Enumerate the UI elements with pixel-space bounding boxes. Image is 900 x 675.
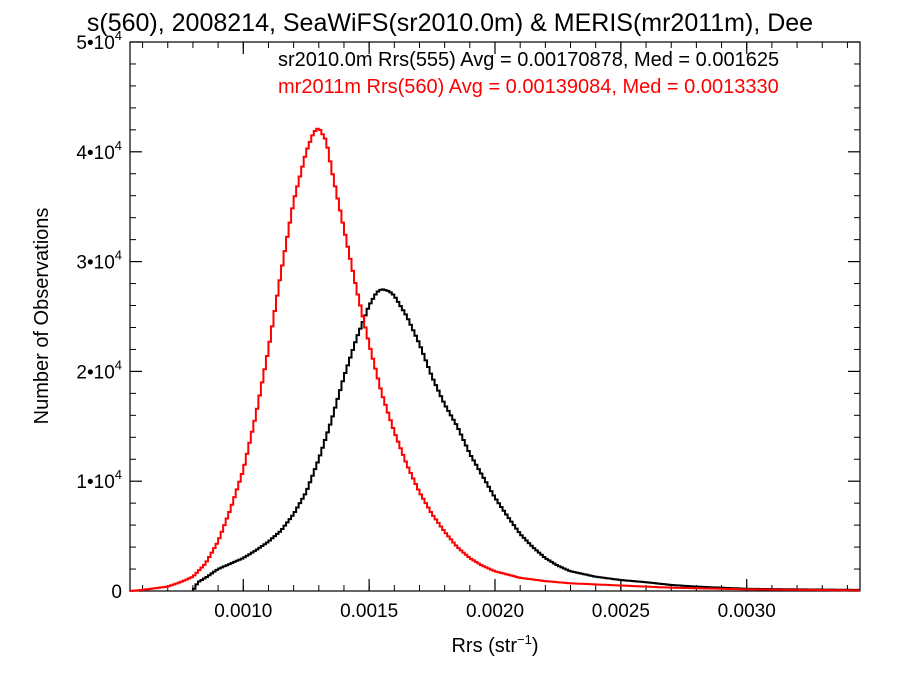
x-tick-label: 0.0015 (340, 601, 398, 622)
y-tick-label: 3•104 (76, 248, 122, 274)
y-tick-label-mantissa: 5•10 (76, 33, 114, 54)
chart-title: s(560), 2008214, SeaWiFS(sr2010.0m) & ME… (87, 9, 813, 37)
x-axis-label-exponent: −1 (517, 632, 532, 647)
y-tick-label-exponent: 4 (115, 248, 122, 263)
y-tick-label: 0 (111, 582, 122, 603)
data-series (129, 127, 860, 592)
y-tick-label-exponent: 4 (115, 357, 122, 372)
x-tick-label: 0.0030 (718, 601, 776, 622)
y-tick-label-mantissa: 3•10 (76, 253, 114, 274)
annotation-0: sr2010.0m Rrs(555) Avg = 0.00170878, Med… (278, 49, 779, 71)
series-line-0 (191, 288, 860, 591)
y-tick-label-exponent: 4 (115, 467, 122, 482)
y-tick-label-mantissa: 4•10 (76, 143, 114, 164)
x-axis-label: Rrs (str−1) (451, 632, 538, 657)
y-tick-label-exponent: 4 (115, 28, 122, 43)
annotation-1: mr2011m Rrs(560) Avg = 0.00139084, Med =… (278, 76, 779, 98)
y-tick-label-exponent: 4 (115, 138, 122, 153)
y-tick-label-mantissa: 0 (111, 582, 122, 603)
y-tick-label: 5•104 (76, 28, 122, 54)
y-axis-label: Number of Observations (31, 208, 53, 425)
series-line-1 (129, 127, 860, 592)
legend-annotations: sr2010.0m Rrs(555) Avg = 0.00170878, Med… (278, 49, 779, 98)
x-axis-label-close: ) (532, 635, 539, 657)
plot-frame (129, 41, 861, 592)
y-tick-label-mantissa: 2•10 (76, 362, 114, 383)
plot-area-border (129, 41, 861, 592)
x-tick-label: 0.0010 (214, 601, 272, 622)
y-tick-label: 1•104 (76, 467, 122, 493)
y-tick-label: 2•104 (76, 357, 122, 383)
y-tick-label-mantissa: 1•10 (76, 472, 114, 493)
x-tick-label: 0.0020 (466, 601, 524, 622)
y-tick-label: 4•104 (76, 138, 122, 164)
axis-ticks: 0.0010 0.0015 0.0020 0.0025 0.003001•1042•10… (76, 28, 860, 622)
x-tick-label: 0.0025 (592, 601, 650, 622)
x-axis-label-text: Rrs (str (451, 635, 517, 657)
